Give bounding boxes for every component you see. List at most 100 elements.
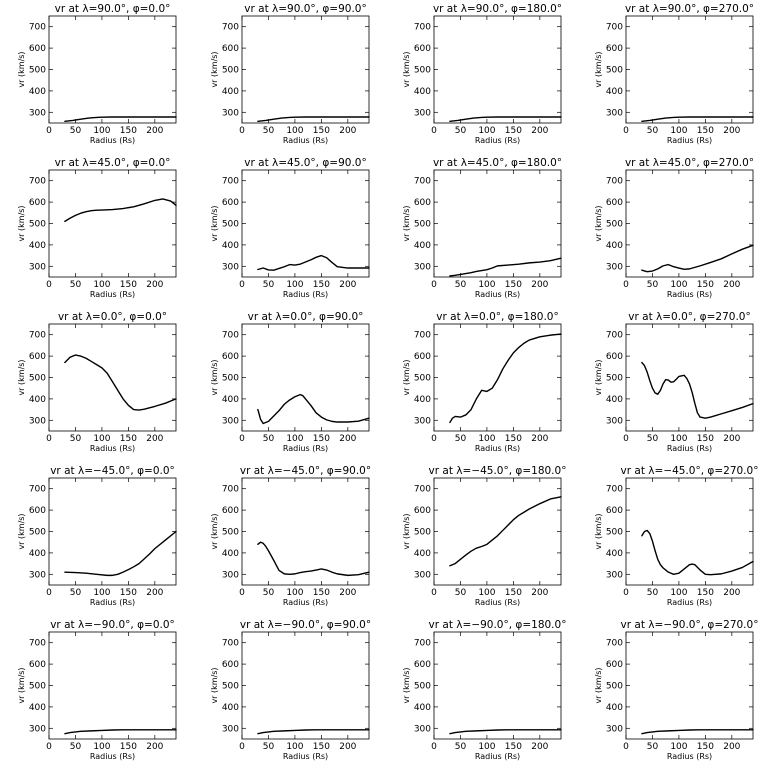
x-tick-label: 100 <box>286 280 303 290</box>
y-tick-label: 700 <box>29 331 46 341</box>
x-tick-label: 50 <box>263 742 275 752</box>
x-tick-label: 200 <box>723 742 740 752</box>
y-tick-label: 600 <box>29 44 46 54</box>
x-tick-label: 0 <box>46 588 52 598</box>
x-tick-label: 50 <box>455 434 467 444</box>
x-tick-label: 100 <box>670 126 687 136</box>
y-tick-label: 600 <box>414 44 431 54</box>
x-tick-label: 0 <box>623 742 629 752</box>
x-tick-label: 150 <box>505 280 522 290</box>
y-tick-label: 500 <box>606 528 623 538</box>
y-axis-label: vr (km/s) <box>594 205 603 241</box>
x-tick-label: 50 <box>455 126 467 136</box>
y-tick-label: 400 <box>29 703 46 713</box>
subplot-panel: vr at λ=90.0°, φ=0.0° 0 50 100 150 200 300 400 5… <box>17 3 177 145</box>
x-tick-label: 0 <box>431 742 437 752</box>
x-tick-label: 150 <box>313 126 330 136</box>
y-tick-label: 700 <box>29 485 46 495</box>
x-tick-label: 50 <box>70 742 82 752</box>
y-tick-label: 600 <box>29 506 46 516</box>
y-tick-label: 500 <box>222 220 239 230</box>
y-tick-label: 600 <box>222 506 239 516</box>
x-tick-label: 0 <box>46 280 52 290</box>
y-tick-label: 300 <box>29 108 46 118</box>
x-tick-label: 0 <box>46 126 52 136</box>
x-tick-label: 0 <box>239 126 245 136</box>
panel-title: vr at λ=45.0°, φ=180.0° <box>433 157 562 169</box>
data-line <box>449 257 562 277</box>
y-tick-label: 400 <box>606 395 623 405</box>
x-tick-label: 200 <box>723 588 740 598</box>
x-axis-label: Radius (Rs) <box>475 136 520 145</box>
x-axis-label: Radius (Rs) <box>90 598 135 607</box>
x-tick-label: 50 <box>647 126 659 136</box>
x-tick-label: 200 <box>531 742 548 752</box>
x-axis-label: Radius (Rs) <box>667 290 712 299</box>
y-axis-label: vr (km/s) <box>210 205 219 241</box>
y-tick-label: 600 <box>29 352 46 362</box>
y-tick-label: 500 <box>606 682 623 692</box>
y-tick-label: 500 <box>606 374 623 384</box>
y-tick-label: 700 <box>606 639 623 649</box>
y-tick-label: 300 <box>414 724 431 734</box>
data-line <box>641 729 754 735</box>
x-tick-label: 150 <box>697 742 714 752</box>
y-tick-label: 500 <box>222 682 239 692</box>
y-tick-label: 500 <box>29 374 46 384</box>
plot-frame <box>625 169 754 278</box>
x-tick-label: 200 <box>146 126 163 136</box>
x-tick-label: 50 <box>263 126 275 136</box>
x-tick-label: 0 <box>623 126 629 136</box>
panel-title: vr at λ=−45.0°, φ=180.0° <box>429 465 567 477</box>
y-axis-label: vr (km/s) <box>210 513 219 549</box>
y-tick-label: 600 <box>606 660 623 670</box>
plot-frame <box>48 323 177 432</box>
panel-title: vr at λ=−45.0°, φ=270.0° <box>621 465 759 477</box>
panel-title: vr at λ=45.0°, φ=270.0° <box>625 157 754 169</box>
x-tick-label: 100 <box>670 588 687 598</box>
x-tick-label: 100 <box>286 434 303 444</box>
y-tick-label: 500 <box>414 682 431 692</box>
data-line <box>641 244 754 273</box>
x-tick-label: 0 <box>623 280 629 290</box>
x-tick-label: 200 <box>146 588 163 598</box>
x-tick-label: 100 <box>93 742 110 752</box>
x-tick-label: 100 <box>478 434 495 444</box>
y-tick-label: 400 <box>29 549 46 559</box>
y-tick-label: 500 <box>414 374 431 384</box>
subplot-panel: vr at λ=45.0°, φ=90.0° 0 50 100 150 200 300 400… <box>210 157 370 299</box>
x-tick-label: 50 <box>263 280 275 290</box>
x-tick-label: 150 <box>120 126 137 136</box>
y-tick-label: 600 <box>222 352 239 362</box>
y-axis-label: vr (km/s) <box>17 667 26 703</box>
panel-title: vr at λ=0.0°, φ=0.0° <box>58 311 167 323</box>
y-tick-label: 700 <box>222 331 239 341</box>
y-tick-label: 700 <box>414 639 431 649</box>
data-line <box>64 116 177 122</box>
y-axis-label: vr (km/s) <box>594 51 603 87</box>
y-axis-label: vr (km/s) <box>402 359 411 395</box>
x-tick-label: 50 <box>70 126 82 136</box>
x-tick-label: 100 <box>286 742 303 752</box>
panel-title: vr at λ=0.0°, φ=180.0° <box>436 311 558 323</box>
x-tick-label: 200 <box>146 434 163 444</box>
y-tick-label: 400 <box>222 87 239 97</box>
y-axis-label: vr (km/s) <box>17 205 26 241</box>
panel-title: vr at λ=−90.0°, φ=0.0° <box>50 619 175 631</box>
plot-frame <box>625 631 754 740</box>
plot-frame <box>625 323 754 432</box>
x-tick-label: 150 <box>505 588 522 598</box>
x-axis-label: Radius (Rs) <box>90 290 135 299</box>
y-tick-label: 700 <box>29 639 46 649</box>
x-axis-label: Radius (Rs) <box>283 752 328 761</box>
data-line <box>64 354 177 411</box>
x-tick-label: 150 <box>120 280 137 290</box>
y-tick-label: 400 <box>222 395 239 405</box>
y-tick-label: 600 <box>606 198 623 208</box>
y-tick-label: 500 <box>29 528 46 538</box>
subplot-panel: vr at λ=−45.0°, φ=180.0° 0 50 100 150 200 300 4… <box>402 465 566 607</box>
y-tick-label: 400 <box>29 395 46 405</box>
subplot-panel: vr at λ=−45.0°, φ=270.0° 0 50 100 150 200 300 4… <box>594 465 758 607</box>
panel-title: vr at λ=−90.0°, φ=90.0° <box>240 619 371 631</box>
plot-frame <box>433 631 562 740</box>
